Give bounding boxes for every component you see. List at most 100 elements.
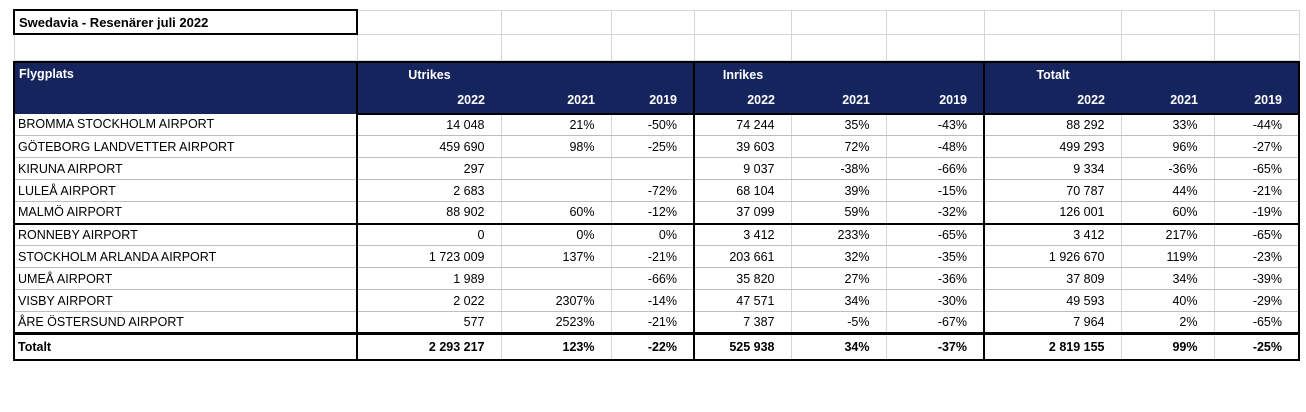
value-cell[interactable]: -65% (1213, 157, 1299, 180)
value-cell[interactable]: 1 723 009 (356, 245, 501, 268)
value-cell[interactable]: 297 (356, 157, 501, 180)
value-cell[interactable]: 0% (610, 223, 694, 246)
year-header[interactable]: 2022 (693, 87, 791, 115)
value-cell[interactable]: 72% (790, 135, 886, 158)
value-cell[interactable]: 2% (1120, 311, 1214, 334)
airport-name-cell[interactable]: RONNEBY AIRPORT (14, 223, 357, 246)
value-cell[interactable]: -25% (610, 135, 694, 158)
group-header-pad[interactable] (1214, 61, 1299, 88)
empty-cell[interactable] (693, 9, 792, 35)
year-header[interactable]: 2019 (886, 87, 984, 115)
value-cell[interactable]: 37 809 (983, 267, 1121, 290)
airport-name-cell[interactable]: UMEÅ AIRPORT (14, 267, 357, 290)
empty-cell[interactable] (500, 33, 612, 61)
value-cell[interactable]: 33% (1120, 113, 1214, 136)
empty-cell[interactable] (790, 33, 887, 61)
value-cell[interactable]: -5% (790, 311, 886, 334)
value-cell[interactable]: -38% (790, 157, 886, 180)
value-cell[interactable]: -21% (610, 311, 694, 334)
airport-name-cell[interactable]: Totalt (14, 332, 357, 360)
airport-name-cell[interactable]: BROMMA STOCKHOLM AIRPORT (14, 113, 357, 136)
value-cell[interactable]: 0% (500, 223, 611, 246)
value-cell[interactable]: 27% (790, 267, 886, 290)
empty-cell[interactable] (983, 9, 1122, 35)
value-cell[interactable]: -66% (610, 267, 694, 290)
group-header-pad[interactable] (501, 61, 611, 88)
value-cell[interactable]: 34% (790, 289, 886, 312)
empty-cell[interactable] (1120, 9, 1215, 35)
year-header[interactable]: 2021 (1121, 87, 1214, 115)
airport-name-cell[interactable]: VISBY AIRPORT (14, 289, 357, 312)
value-cell[interactable] (500, 179, 611, 202)
value-cell[interactable]: 2 683 (356, 179, 501, 202)
value-cell[interactable]: 37 099 (693, 201, 791, 225)
value-cell[interactable]: 14 048 (356, 113, 501, 136)
value-cell[interactable]: 32% (790, 245, 886, 268)
value-cell[interactable]: 9 334 (983, 157, 1121, 180)
empty-cell[interactable] (356, 9, 502, 35)
value-cell[interactable]: -44% (1213, 113, 1299, 136)
empty-cell[interactable] (500, 9, 612, 35)
value-cell[interactable]: 217% (1120, 223, 1214, 246)
value-cell[interactable]: 525 938 (693, 332, 791, 360)
value-cell[interactable]: 34% (1120, 267, 1214, 290)
airport-name-cell[interactable]: ÅRE ÖSTERSUND AIRPORT (14, 311, 357, 334)
value-cell[interactable]: 98% (500, 135, 611, 158)
value-cell[interactable]: 3 412 (693, 223, 791, 246)
value-cell[interactable]: 35% (790, 113, 886, 136)
group-header-pad[interactable] (1121, 61, 1214, 88)
value-cell[interactable]: -23% (1213, 245, 1299, 268)
value-cell[interactable]: 1 989 (356, 267, 501, 290)
value-cell[interactable]: -27% (1213, 135, 1299, 158)
value-cell[interactable]: 68 104 (693, 179, 791, 202)
airport-name-cell[interactable]: KIRUNA AIRPORT (14, 157, 357, 180)
empty-cell[interactable] (13, 33, 358, 61)
value-cell[interactable]: -50% (610, 113, 694, 136)
empty-cell[interactable] (693, 33, 792, 61)
empty-cell[interactable] (610, 33, 695, 61)
value-cell[interactable]: 2523% (500, 311, 611, 334)
empty-cell[interactable] (356, 33, 502, 61)
value-cell[interactable]: 40% (1120, 289, 1214, 312)
value-cell[interactable]: 99% (1120, 332, 1214, 360)
empty-cell[interactable] (1120, 33, 1215, 61)
year-header[interactable]: 2022 (983, 87, 1121, 115)
value-cell[interactable]: -36% (1120, 157, 1214, 180)
value-cell[interactable]: -32% (885, 201, 984, 225)
empty-cell[interactable] (790, 9, 887, 35)
value-cell[interactable]: 34% (790, 332, 886, 360)
value-cell[interactable]: 7 387 (693, 311, 791, 334)
value-cell[interactable]: 2307% (500, 289, 611, 312)
value-cell[interactable]: 0 (356, 223, 501, 246)
empty-cell[interactable] (885, 9, 985, 35)
group-header-inrikes[interactable]: Inrikes (693, 61, 791, 88)
year-header[interactable]: 2021 (791, 87, 886, 115)
value-cell[interactable]: 459 690 (356, 135, 501, 158)
value-cell[interactable]: 39% (790, 179, 886, 202)
value-cell[interactable]: -39% (1213, 267, 1299, 290)
value-cell[interactable]: 2 022 (356, 289, 501, 312)
year-header[interactable]: 2022 (356, 87, 501, 115)
value-cell[interactable]: -29% (1213, 289, 1299, 312)
value-cell[interactable]: -36% (885, 267, 984, 290)
value-cell[interactable]: 119% (1120, 245, 1214, 268)
value-cell[interactable]: 44% (1120, 179, 1214, 202)
value-cell[interactable]: 126 001 (983, 201, 1121, 225)
airport-name-cell[interactable]: MALMÖ AIRPORT (14, 201, 357, 225)
value-cell[interactable]: -30% (885, 289, 984, 312)
value-cell[interactable]: 60% (500, 201, 611, 225)
value-cell[interactable]: 9 037 (693, 157, 791, 180)
value-cell[interactable]: 70 787 (983, 179, 1121, 202)
value-cell[interactable]: -19% (1213, 201, 1299, 225)
value-cell[interactable]: 7 964 (983, 311, 1121, 334)
value-cell[interactable]: -22% (610, 332, 694, 360)
airport-name-cell[interactable]: STOCKHOLM ARLANDA AIRPORT (14, 245, 357, 268)
empty-cell[interactable] (1213, 9, 1300, 35)
empty-cell[interactable] (983, 33, 1122, 61)
empty-cell[interactable] (885, 33, 985, 61)
value-cell[interactable]: 88 902 (356, 201, 501, 225)
value-cell[interactable]: 60% (1120, 201, 1214, 225)
value-cell[interactable]: -35% (885, 245, 984, 268)
value-cell[interactable]: -65% (1213, 311, 1299, 334)
value-cell[interactable] (610, 157, 694, 180)
